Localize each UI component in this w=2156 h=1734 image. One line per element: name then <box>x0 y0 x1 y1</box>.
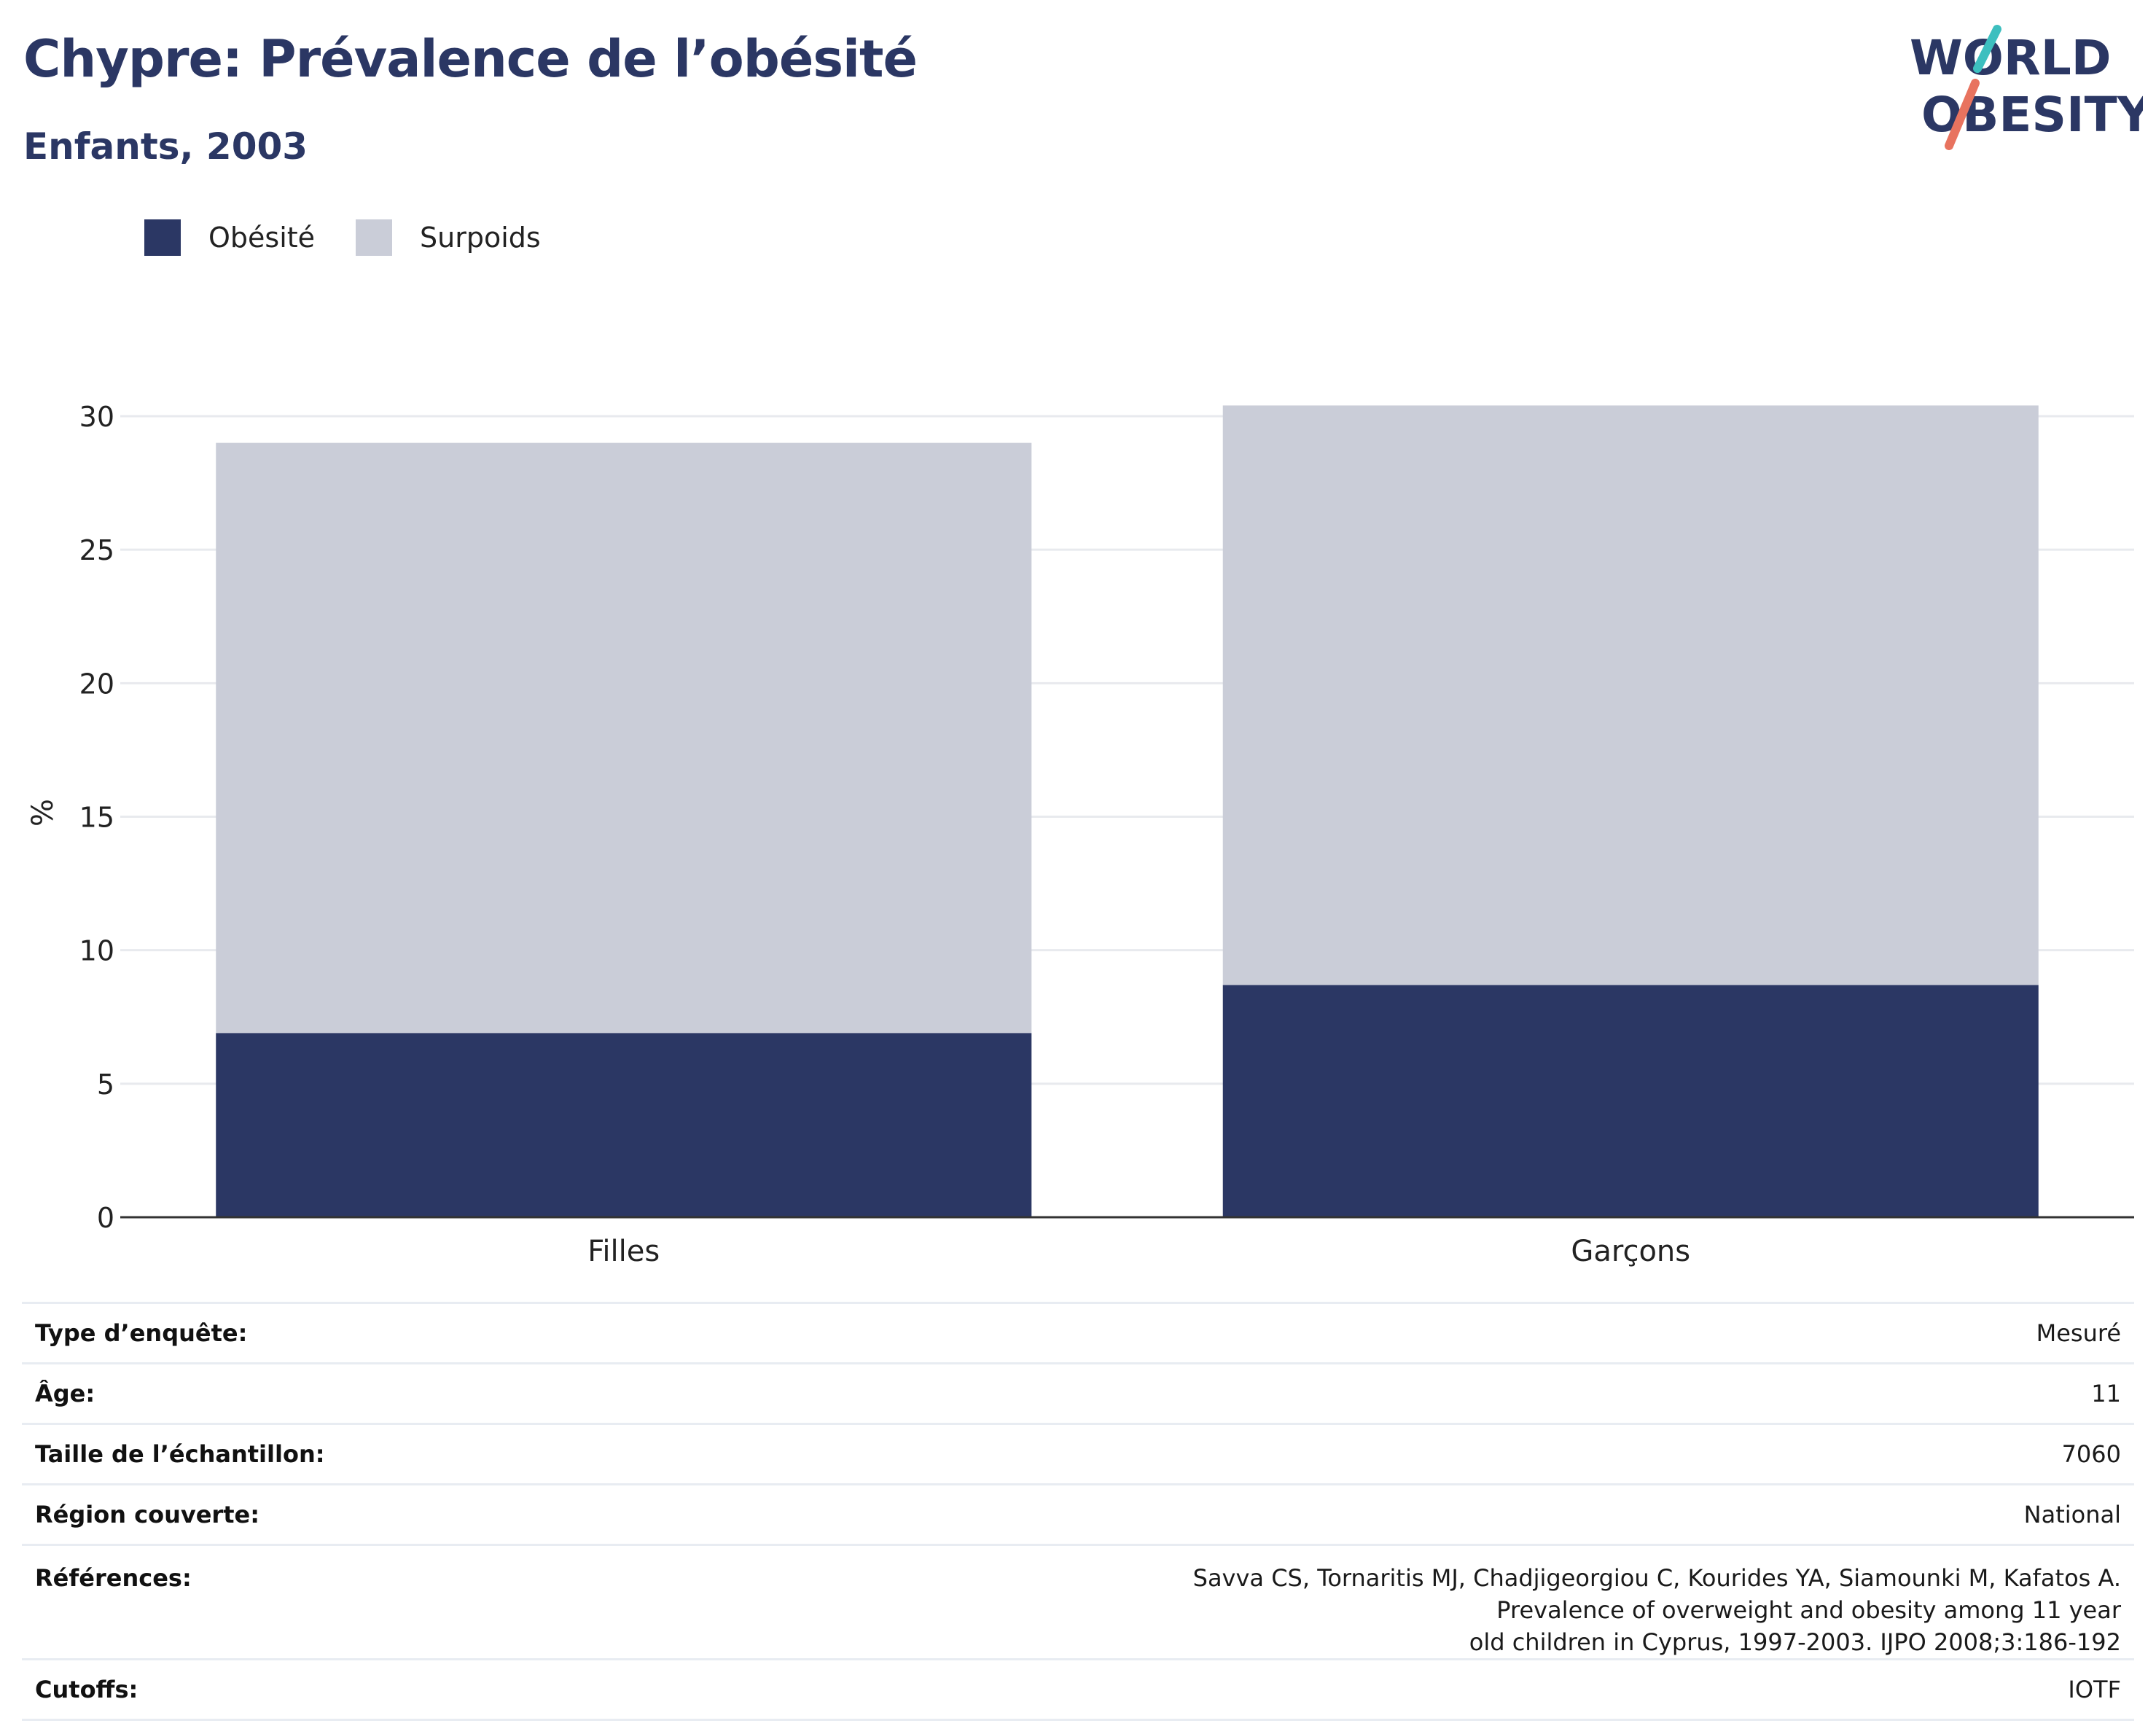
bar-ob-sit--1 <box>1222 985 2039 1217</box>
info-row-survey-type: Type d’enquête: Mesuré <box>22 1303 2134 1364</box>
info-value: Mesuré <box>2036 1319 2121 1347</box>
info-row-region: Région couverte: National <box>22 1485 2134 1545</box>
bar-surpoids-0 <box>216 442 1032 1034</box>
info-row-sample-size: Taille de l’échantillon: 7060 <box>22 1424 2134 1485</box>
info-key: Région couverte: <box>35 1501 259 1528</box>
reference-line-2: old children in Cyprus, 1997-2003. IJPO … <box>1469 1628 2121 1656</box>
bar-ob-sit--0 <box>216 1033 1032 1217</box>
y-tick-label: 20 <box>79 668 114 700</box>
y-tick-label: 25 <box>79 534 114 566</box>
info-key: Âge: <box>35 1380 95 1407</box>
y-tick-label: 0 <box>97 1202 114 1234</box>
legend-item-obesite: Obésité <box>144 219 315 256</box>
legend-item-surpoids: Surpoids <box>356 219 541 256</box>
info-value: 11 <box>2091 1380 2121 1407</box>
info-key: Cutoffs: <box>35 1676 138 1703</box>
y-tick-label: 10 <box>79 935 114 967</box>
y-tick-label: 5 <box>97 1069 114 1101</box>
x-tick-label: Filles <box>587 1235 660 1268</box>
bar-surpoids-1 <box>1222 405 2039 985</box>
chart-legend: Obésité Surpoids <box>144 216 582 259</box>
legend-swatch-surpoids <box>356 219 393 256</box>
info-key: Taille de l’échantillon: <box>35 1440 325 1468</box>
x-tick-label: Garçons <box>1571 1235 1690 1268</box>
info-value: IOTF <box>2068 1676 2121 1703</box>
info-value: 7060 <box>2061 1440 2121 1468</box>
info-key: Références: <box>35 1564 192 1592</box>
stacked-bar-chart: 0 5 10 15 20 25 30% Filles Garçons <box>26 401 2134 1268</box>
legend-swatch-obesite <box>144 219 181 256</box>
logo-teal-slash <box>1973 25 2001 73</box>
logo-line1: WORLD <box>1910 30 2112 86</box>
info-value: National <box>2023 1501 2121 1528</box>
logo-coral-slash <box>1945 79 1980 150</box>
info-row-references: Références: Savva CS, Tornaritis MJ, Cha… <box>22 1545 2134 1660</box>
y-tick-label: 15 <box>79 801 114 833</box>
info-value-references: Savva CS, Tornaritis MJ, Chadjigeorgiou … <box>558 1545 2134 1660</box>
survey-info-table: Type d’enquête: Mesuré Âge: 11 Taille de… <box>22 1302 2134 1721</box>
legend-label-surpoids: Surpoids <box>420 222 541 254</box>
info-row-cutoffs: Cutoffs: IOTF <box>22 1660 2134 1720</box>
y-axis-label: % <box>26 799 60 827</box>
info-key: Type d’enquête: <box>35 1319 248 1347</box>
world-obesity-logo: WORLD OBESITY <box>1910 25 2143 150</box>
chart-title: Chypre: Prévalence de l’obésité <box>23 29 918 89</box>
info-row-age: Âge: 11 <box>22 1364 2134 1424</box>
chart-subtitle: Enfants, 2003 <box>23 125 308 168</box>
y-tick-label: 30 <box>79 401 114 433</box>
reference-line-1: Savva CS, Tornaritis MJ, Chadjigeorgiou … <box>1192 1564 2121 1624</box>
legend-label-obesite: Obésité <box>208 222 316 254</box>
